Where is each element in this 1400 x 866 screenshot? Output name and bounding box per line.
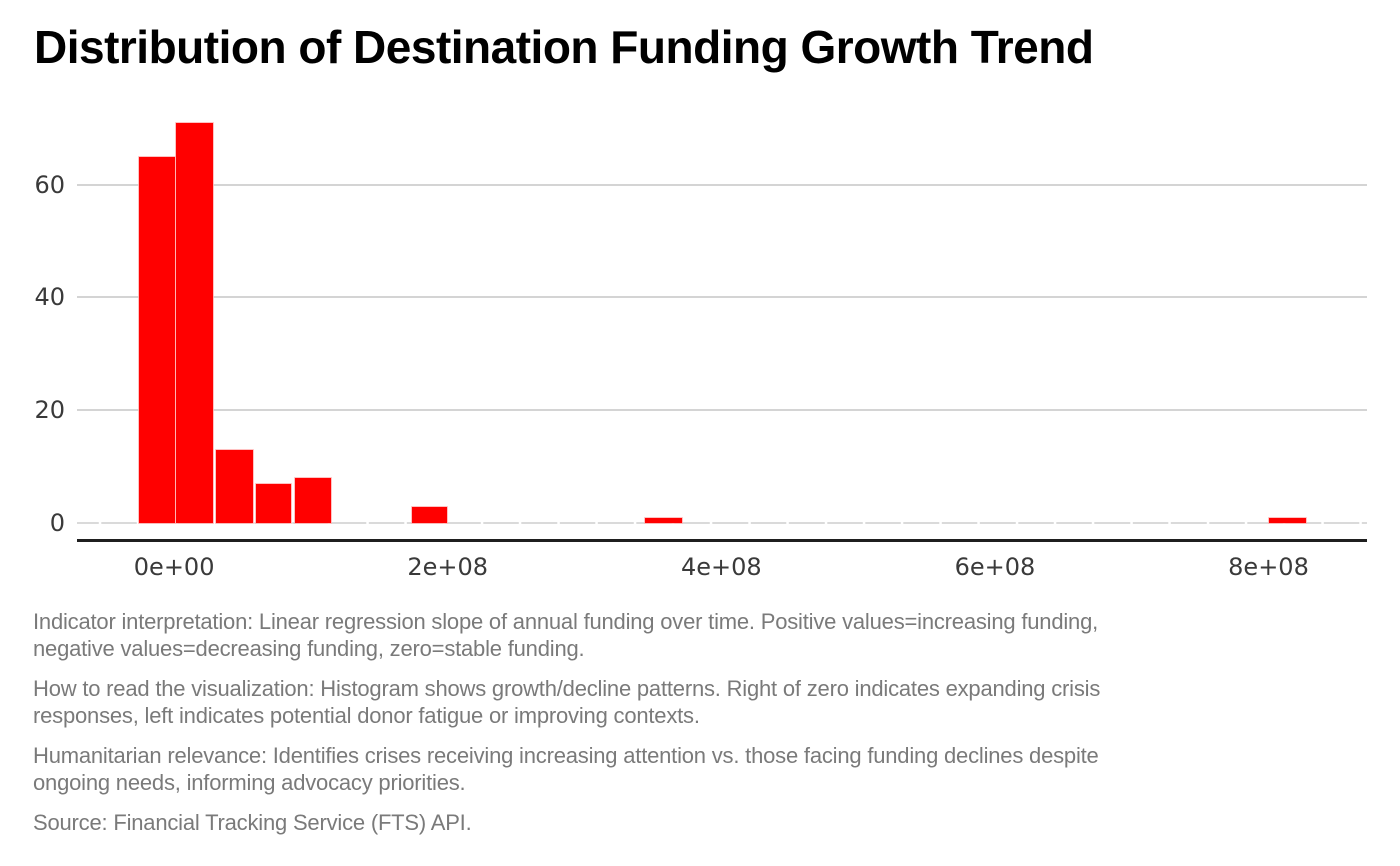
- caption-humanitarian-relevance: Humanitarian relevance: Identifies crise…: [33, 742, 1373, 796]
- y-tick-label: 20: [34, 396, 65, 425]
- histogram-bar: [411, 506, 447, 524]
- histogram-bar: [1269, 517, 1307, 524]
- caption-how-to-read: How to read the visualization: Histogram…: [33, 675, 1373, 729]
- caption-line: negative values=decreasing funding, zero…: [33, 636, 585, 661]
- histogram-bar: [139, 156, 175, 524]
- y-tick-label: 60: [34, 170, 65, 199]
- caption-line: ongoing needs, informing advocacy priori…: [33, 770, 466, 795]
- chart-title: Distribution of Destination Funding Grow…: [34, 21, 1094, 73]
- caption-line: How to read the visualization: Histogram…: [33, 676, 1101, 701]
- x-axis-line: [77, 539, 1367, 542]
- x-tick-label: 6e+08: [954, 553, 1036, 581]
- gridline: [77, 183, 1367, 186]
- histogram-bar: [645, 517, 683, 524]
- caption-source: Source: Financial Tracking Service (FTS)…: [33, 809, 1373, 836]
- caption-indicator-interpretation: Indicator interpretation: Linear regress…: [33, 608, 1373, 662]
- histogram-plot: 0 20 40 60 0e+00 2e+08 4e+08 6e+08 8e+08: [0, 95, 1400, 595]
- y-tick-label: 40: [34, 283, 65, 312]
- histogram-bar: [295, 478, 331, 524]
- histogram-bar: [176, 123, 214, 524]
- zero-gridline: [77, 522, 1367, 524]
- caption-line: responses, left indicates potential dono…: [33, 703, 700, 728]
- y-tick-label: 0: [49, 509, 65, 537]
- x-tick-label: 0e+00: [133, 553, 215, 581]
- caption-line: Source: Financial Tracking Service (FTS)…: [33, 810, 472, 835]
- caption-line: Humanitarian relevance: Identifies crise…: [33, 743, 1099, 768]
- caption-block: Indicator interpretation: Linear regress…: [33, 608, 1373, 849]
- x-tick-label: 4e+08: [680, 553, 762, 581]
- x-tick-label: 8e+08: [1228, 553, 1309, 581]
- caption-line: Indicator interpretation: Linear regress…: [33, 609, 1099, 634]
- gridline: [77, 296, 1367, 299]
- gridline: [77, 409, 1367, 412]
- x-tick-label: 2e+08: [407, 553, 489, 581]
- histogram-bar: [215, 450, 253, 524]
- histogram-bar: [255, 484, 291, 524]
